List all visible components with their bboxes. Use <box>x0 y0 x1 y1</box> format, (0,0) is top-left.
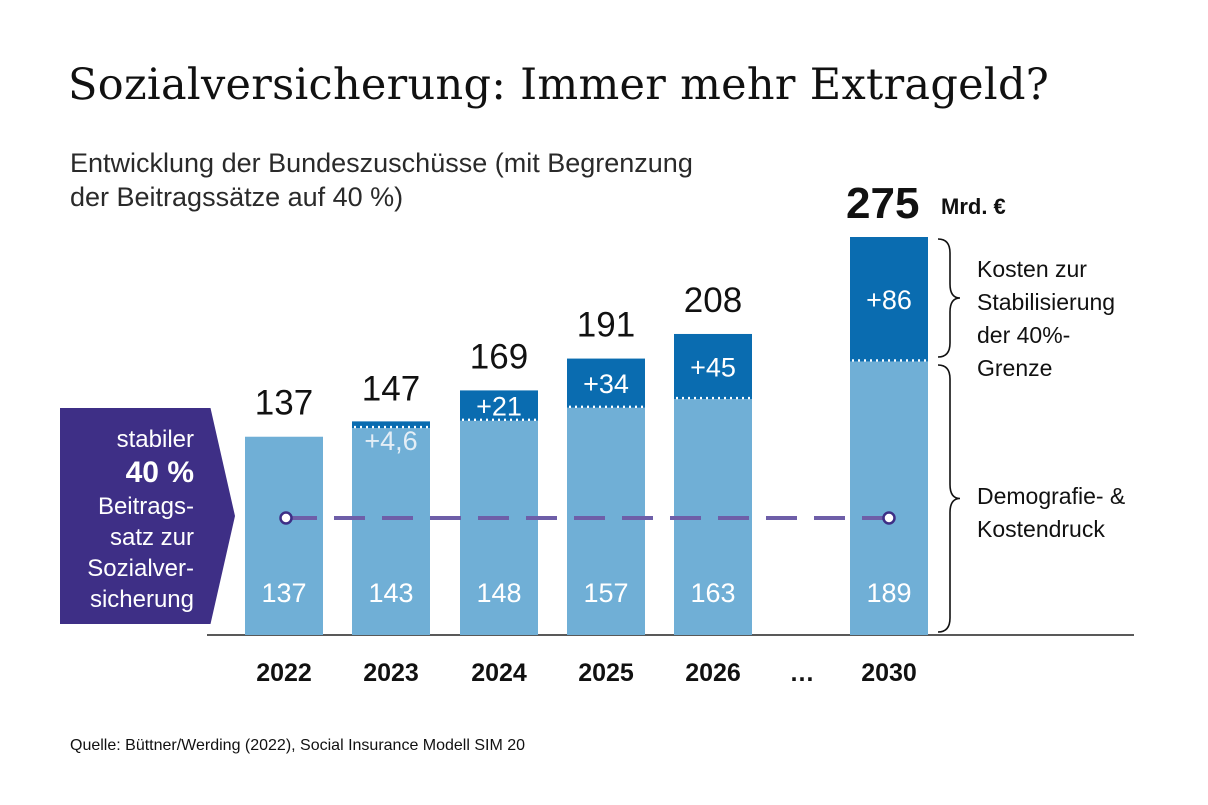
bar-extra-2025 <box>567 358 645 408</box>
bar-base-2022 <box>245 436 323 635</box>
bar-base-2030 <box>850 361 928 635</box>
badge-line-5: Sozialver- <box>87 555 194 582</box>
chart-title: Sozialversicherung: Immer mehr Extrageld… <box>68 60 1050 110</box>
bar-extra-2030 <box>850 237 928 362</box>
x-tick-label-1: 2023 <box>363 659 419 687</box>
badge-line-2: 40 % <box>125 456 194 489</box>
bar-base-2023 <box>352 428 430 635</box>
badge-line-3: Beitrags- <box>97 493 194 520</box>
bar-extra-2023 <box>352 421 430 429</box>
bar-base-label-2024: 148 <box>476 578 521 608</box>
bar-extra-2026 <box>674 333 752 400</box>
badge-line-6: sicherung <box>89 586 194 613</box>
badge-arrow <box>60 408 235 624</box>
brace-top-label-line-0: Kosten zur <box>977 256 1087 282</box>
x-tick-label-4: 2026 <box>685 659 741 687</box>
x-tick-label-5: … <box>790 659 815 687</box>
bar-extra-label-2024: +21 <box>476 392 522 422</box>
brace-top <box>937 238 961 358</box>
x-tick-label-6: 2030 <box>861 659 917 687</box>
brace-bottom-label-line-1: Kostendruck <box>977 516 1105 542</box>
bar-extra-label-2023: +4,6 <box>364 426 417 456</box>
badge-line-4: satz zur <box>109 524 194 551</box>
total-label-2023: 147 <box>362 369 420 408</box>
brace-bottom <box>937 364 961 633</box>
subtitle-line-1: Entwicklung der Bundeszuschüsse (mit Beg… <box>70 148 693 178</box>
source-note: Quelle: Büttner/Werding (2022), Social I… <box>70 737 526 754</box>
bar-extra-label-2030: +86 <box>866 285 912 315</box>
subtitle-line-2: der Beitragssätze auf 40 %) <box>70 182 404 212</box>
total-label-2026: 208 <box>684 281 742 320</box>
total-unit-label: Mrd. € <box>941 194 1006 219</box>
total-label-2030: 275 <box>846 179 919 228</box>
bar-base-label-2026: 163 <box>690 578 735 608</box>
x-tick-label-2: 2024 <box>471 659 527 687</box>
bar-base-label-2025: 157 <box>583 578 628 608</box>
total-label-2024: 169 <box>470 337 528 376</box>
x-tick-label-3: 2025 <box>578 659 634 687</box>
brace-top-label-line-1: Stabilisierung <box>977 289 1115 315</box>
total-label-2022: 137 <box>255 384 313 423</box>
bar-base-2025 <box>567 407 645 635</box>
chart-subtitle: Entwicklung der Bundeszuschüsse (mit Beg… <box>70 146 790 214</box>
bar-base-label-2022: 137 <box>261 578 306 608</box>
bar-extra-label-2026: +45 <box>690 353 736 383</box>
bar-extra-label-2025: +34 <box>583 369 629 399</box>
reference-start-dot <box>279 511 293 525</box>
bar-base-2024 <box>460 420 538 635</box>
brace-top-label-line-2: der 40%- <box>977 322 1070 348</box>
badge-text: stabiler 40 % Beitrags- satz zur Sozialv… <box>60 424 194 615</box>
badge-line-1: stabiler <box>116 426 194 453</box>
brace-top-label-line-3: Grenze <box>977 355 1052 381</box>
brace-bottom-label-line-0: Demografie- & <box>977 483 1125 509</box>
x-tick-label-0: 2022 <box>256 659 312 687</box>
bar-extra-2024 <box>460 390 538 421</box>
bar-base-label-2023: 143 <box>368 578 413 608</box>
bar-base-label-2030: 189 <box>866 578 911 608</box>
reference-end-dot <box>882 511 896 525</box>
total-label-2025: 191 <box>577 306 635 345</box>
